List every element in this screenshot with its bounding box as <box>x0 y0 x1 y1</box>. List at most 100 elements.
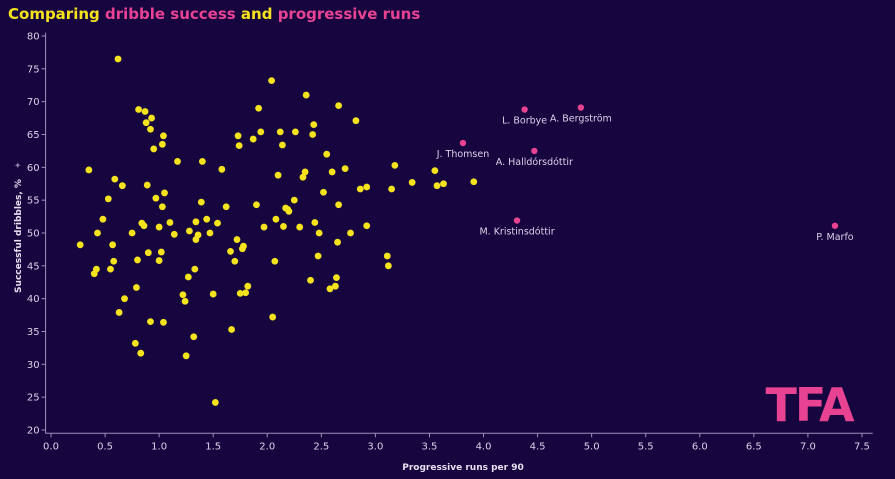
data-point <box>179 291 187 299</box>
point-label: M. Kristinsdóttir <box>479 227 554 238</box>
data-point <box>323 150 331 158</box>
x-tick-label: 6.5 <box>746 441 762 452</box>
data-point <box>302 91 310 99</box>
data-point <box>249 135 257 143</box>
title-part: progressive runs <box>277 5 421 23</box>
data-point <box>191 265 199 273</box>
highlighted-point <box>531 147 538 155</box>
data-point <box>388 185 396 193</box>
data-point <box>94 229 101 237</box>
x-tick-label: 5.0 <box>584 441 600 452</box>
data-point <box>299 173 307 181</box>
x-axis-title: Progressive runs per 90 <box>402 463 524 473</box>
data-point <box>141 108 149 115</box>
data-point <box>227 247 234 255</box>
x-tick-label: 4.0 <box>476 441 492 452</box>
data-point <box>118 182 126 190</box>
point-label: P. Marfo <box>816 232 854 243</box>
data-point <box>211 399 219 406</box>
data-point <box>253 201 260 209</box>
data-point <box>285 207 293 215</box>
data-point <box>160 318 167 326</box>
data-point <box>333 274 340 282</box>
data-point <box>383 252 391 260</box>
data-point <box>160 132 167 140</box>
data-point <box>278 141 286 149</box>
highlighted-point <box>459 139 467 147</box>
data-point <box>76 241 84 249</box>
data-point <box>335 102 343 109</box>
data-point <box>170 230 178 238</box>
point-label: A. Bergström <box>550 114 612 125</box>
data-point <box>181 297 189 305</box>
y-tick-label: 40 <box>27 294 40 305</box>
data-point <box>431 167 439 175</box>
data-point <box>182 352 190 360</box>
data-point <box>115 309 123 316</box>
data-point <box>326 285 334 293</box>
data-point <box>320 188 327 196</box>
y-tick-label: 60 <box>27 163 40 174</box>
x-tick-label: 7.0 <box>800 441 816 452</box>
data-point <box>257 128 265 136</box>
data-point <box>192 218 200 226</box>
data-point <box>391 161 399 169</box>
data-point <box>309 131 317 138</box>
y-tick-label: 50 <box>27 228 40 239</box>
data-point <box>134 256 141 264</box>
data-point <box>280 223 287 230</box>
data-point <box>157 248 165 256</box>
y-axis-title: Successful dribbles, % <box>14 179 24 293</box>
data-point <box>209 290 217 298</box>
data-point <box>276 128 284 136</box>
data-point <box>203 215 211 223</box>
highlighted-point <box>577 104 585 111</box>
data-point <box>114 55 122 63</box>
x-tick-label: 4.5 <box>530 441 546 452</box>
data-point <box>255 104 263 112</box>
highlighted-point <box>831 222 839 229</box>
data-point <box>272 215 280 223</box>
data-point <box>85 166 93 174</box>
data-point <box>218 165 226 173</box>
data-point <box>206 229 214 237</box>
y-tick-label: 35 <box>27 327 40 338</box>
data-point <box>236 290 244 297</box>
title-part: dribble success <box>104 5 236 23</box>
data-point <box>137 349 145 357</box>
x-tick-label: 2.0 <box>259 441 275 452</box>
highlighted-point <box>521 106 528 113</box>
data-point <box>352 117 360 125</box>
data-point <box>311 219 319 226</box>
data-point <box>260 223 268 231</box>
data-point <box>269 313 277 321</box>
data-point <box>307 276 314 284</box>
data-point <box>190 333 198 341</box>
data-point <box>240 242 247 250</box>
data-point <box>93 265 100 273</box>
data-point <box>148 114 155 122</box>
data-point <box>296 223 304 231</box>
data-point <box>214 219 221 227</box>
data-point <box>110 257 118 265</box>
tfa-logo: TFA <box>765 378 857 432</box>
data-point <box>310 121 318 129</box>
data-point <box>158 203 166 211</box>
data-point <box>131 339 139 347</box>
y-tick-label: 55 <box>27 196 40 207</box>
data-point <box>140 222 148 230</box>
data-point <box>121 295 128 303</box>
data-point <box>197 198 205 206</box>
data-point <box>143 181 151 189</box>
data-point <box>408 179 416 186</box>
data-point <box>301 168 309 176</box>
data-point <box>222 203 230 211</box>
data-point <box>144 249 152 257</box>
data-point <box>331 282 339 290</box>
x-tick-label: 5.5 <box>638 441 654 452</box>
data-point <box>271 257 279 265</box>
y-tick-label: 25 <box>27 393 40 404</box>
logo-text: TFA <box>765 378 855 432</box>
data-point <box>155 223 163 231</box>
data-point <box>152 194 160 202</box>
